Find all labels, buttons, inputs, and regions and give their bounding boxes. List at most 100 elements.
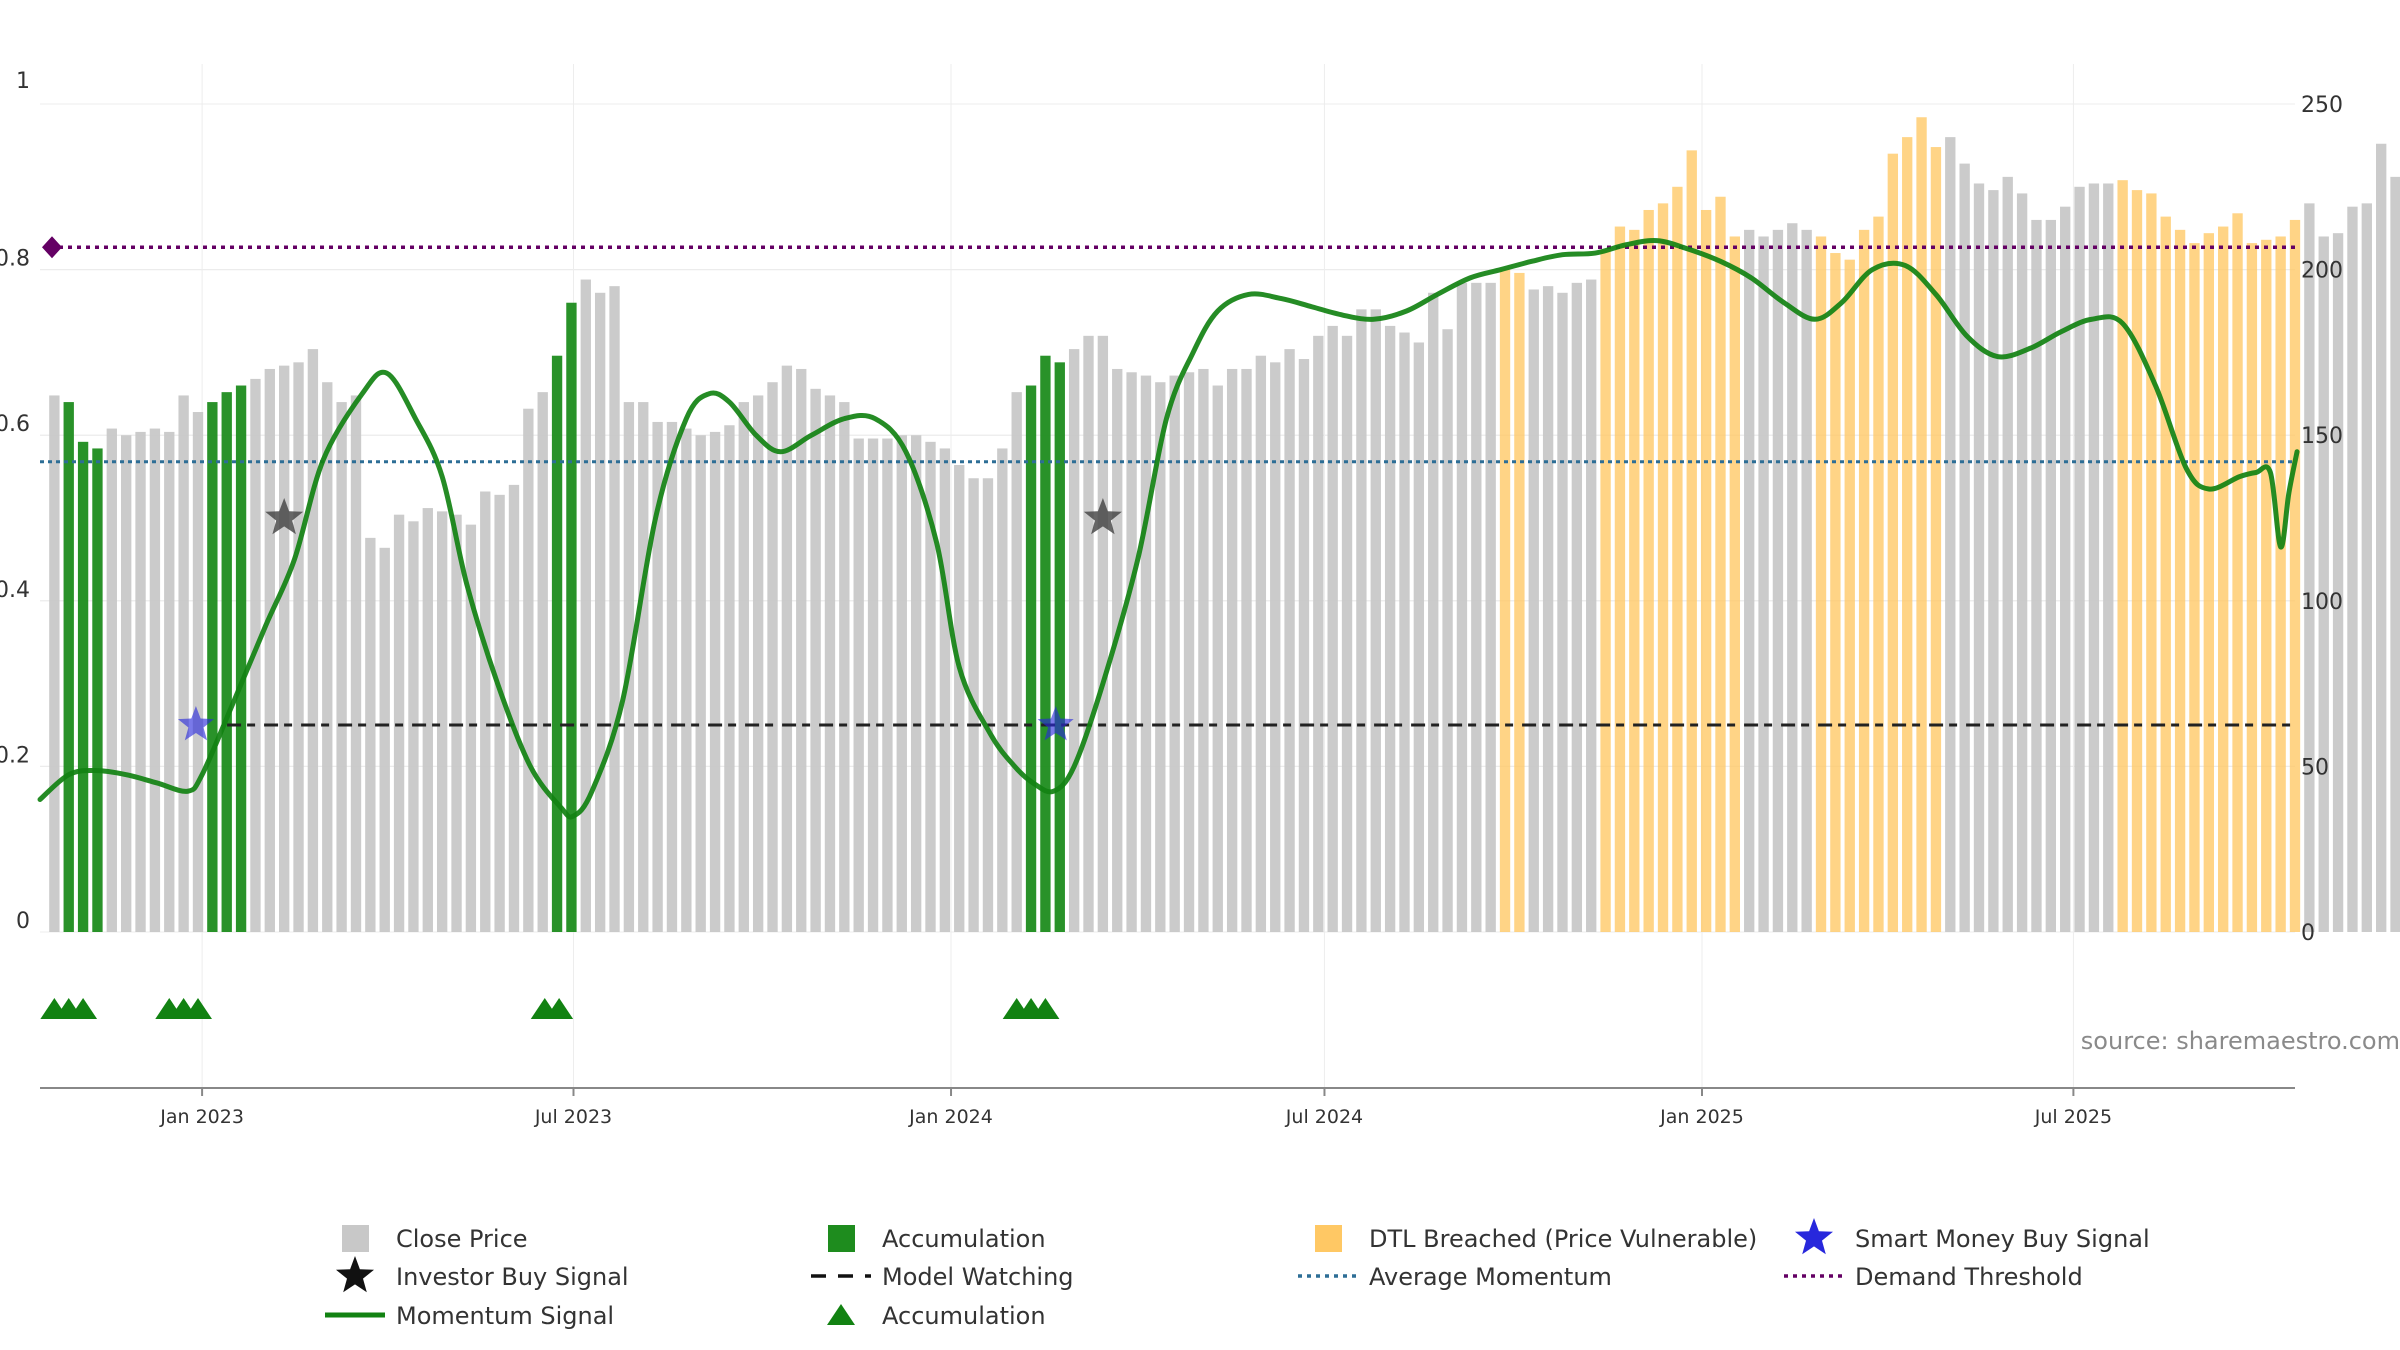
accumulation-triangle [183,998,212,1019]
legend: Close Price Accumulation DTL Breached (Pri… [325,1218,2150,1330]
dtl-breached-bar [2218,226,2229,932]
close-price-bar [2390,176,2400,932]
close-price-bar [1744,229,1755,932]
close-price-bar [350,395,362,932]
dtl-breached-bar [1916,117,1927,933]
close-price-bar [1586,279,1597,932]
close-price-bar [2045,219,2056,933]
close-price-bar [2103,183,2114,932]
close-price-bar [508,484,520,932]
accumulation-bar [92,448,103,932]
close-price-bar [178,395,189,932]
dtl-breached-bar [1815,236,1827,933]
y-right-tick-label: 150 [2301,424,2343,449]
close-price-bar [982,478,994,932]
close-price-bar [1485,282,1496,932]
close-price-bar [1226,368,1238,933]
dtl-breached-bar [2131,190,2143,932]
green-triangle-icon [827,1304,855,1325]
dtl-breached-bar [2275,236,2286,933]
close-price-bar [465,524,477,932]
dtl-breached-bar [2189,243,2200,932]
y-right-tick-label: 100 [2301,590,2343,615]
close-price-bar [2332,233,2344,933]
close-price-bar [997,448,1008,932]
close-price-bar [1341,335,1353,933]
accumulation-triangle [69,998,98,1019]
close-price-bar [1169,375,1180,933]
grid-layer [40,64,2295,1088]
accumulation-bar [221,392,232,932]
close-price-bar [480,491,491,932]
legend-item-accum_bar: Accumulation [828,1225,1046,1253]
legend-label: Momentum Signal [396,1302,614,1330]
smart-money-buy-star [177,706,214,741]
close-price-bar [896,435,907,932]
legend-label: Close Price [396,1225,528,1253]
dtl-breached-bar [1729,236,1741,933]
close-price-bar [652,421,663,932]
legend-item-demand: Demand Threshold [1784,1263,2083,1291]
close-price-bar [1327,325,1338,932]
accumulation-bar [566,302,577,933]
close-price-bar [49,395,60,932]
dtl-breached-bar [1858,229,1870,932]
axes-layer: 0 0.2 0.4 0.6 0.8 1 0 50 100 150 200 250 Jan 2023 Jul… [0,69,2343,1128]
close-price-bar [2347,206,2358,932]
close-price-bar [1097,335,1109,933]
close-price-bar [1442,329,1453,932]
investor-buy-star [1083,498,1122,535]
accumulation-triangle [545,998,574,1019]
dtl-breached-bar [2174,229,2186,932]
y-left-tick-label: 0 [16,909,30,934]
y-left-tick-label: 0.2 [0,743,30,768]
close-price-bar [839,402,850,933]
dtl-breached-bar [2203,233,2214,933]
dtl-breached-bar [1499,269,1511,933]
x-tick-label: Jan 2024 [908,1106,993,1128]
close-price-bar [279,365,290,932]
close-price-bar [537,392,548,932]
demand-threshold-diamond [42,236,62,259]
close-price-bar [2088,183,2100,932]
close-price-bar [1212,385,1223,932]
close-price-bar [293,362,304,932]
dtl-breached-bar [1830,253,1841,933]
legend-label: Smart Money Buy Signal [1855,1225,2150,1253]
black-star-icon [336,1256,374,1293]
accumulation-bar [207,402,218,933]
close-price-bar [853,438,864,932]
close-price-bar [1787,223,1798,932]
momentum-signal-line [37,238,2300,820]
close-price-bar [609,286,620,932]
legend-item-dtl: DTL Breached (Price Vulnerable) [1315,1225,1757,1253]
close-price-bar [408,521,419,932]
close-price-bar [1083,335,1094,933]
close-price-bar [523,408,534,933]
close-price-bar [1758,236,1769,933]
close-price-bar [1284,349,1295,932]
close-price-bar [2304,203,2315,933]
dtl-breached-bar [1629,229,1640,932]
dtl-breached-bar [1873,216,1884,932]
close-price-bar [1399,332,1410,932]
close-price-bar [164,431,175,932]
blue-star-icon [1795,1218,1833,1255]
legend-label: Demand Threshold [1855,1263,2083,1291]
close-price-bar [1528,289,1539,932]
accumulation-triangle [1031,998,1060,1019]
close-price-bar [2361,203,2372,933]
close-price-bar [494,494,505,932]
gray-square-icon [342,1225,369,1252]
close-price-bar [2060,206,2071,932]
close-price-bar [1011,392,1022,932]
signal-markers [40,236,1122,1019]
close-price-bar [1140,375,1152,933]
close-price-bar [709,431,721,932]
dtl-breached-bar [1657,203,1669,933]
close-price-bar [121,435,132,932]
accumulation-bar [1040,355,1051,932]
close-price-bar [1126,372,1137,933]
dtl-breached-bar [2232,213,2243,932]
close-price-bar [925,441,936,932]
